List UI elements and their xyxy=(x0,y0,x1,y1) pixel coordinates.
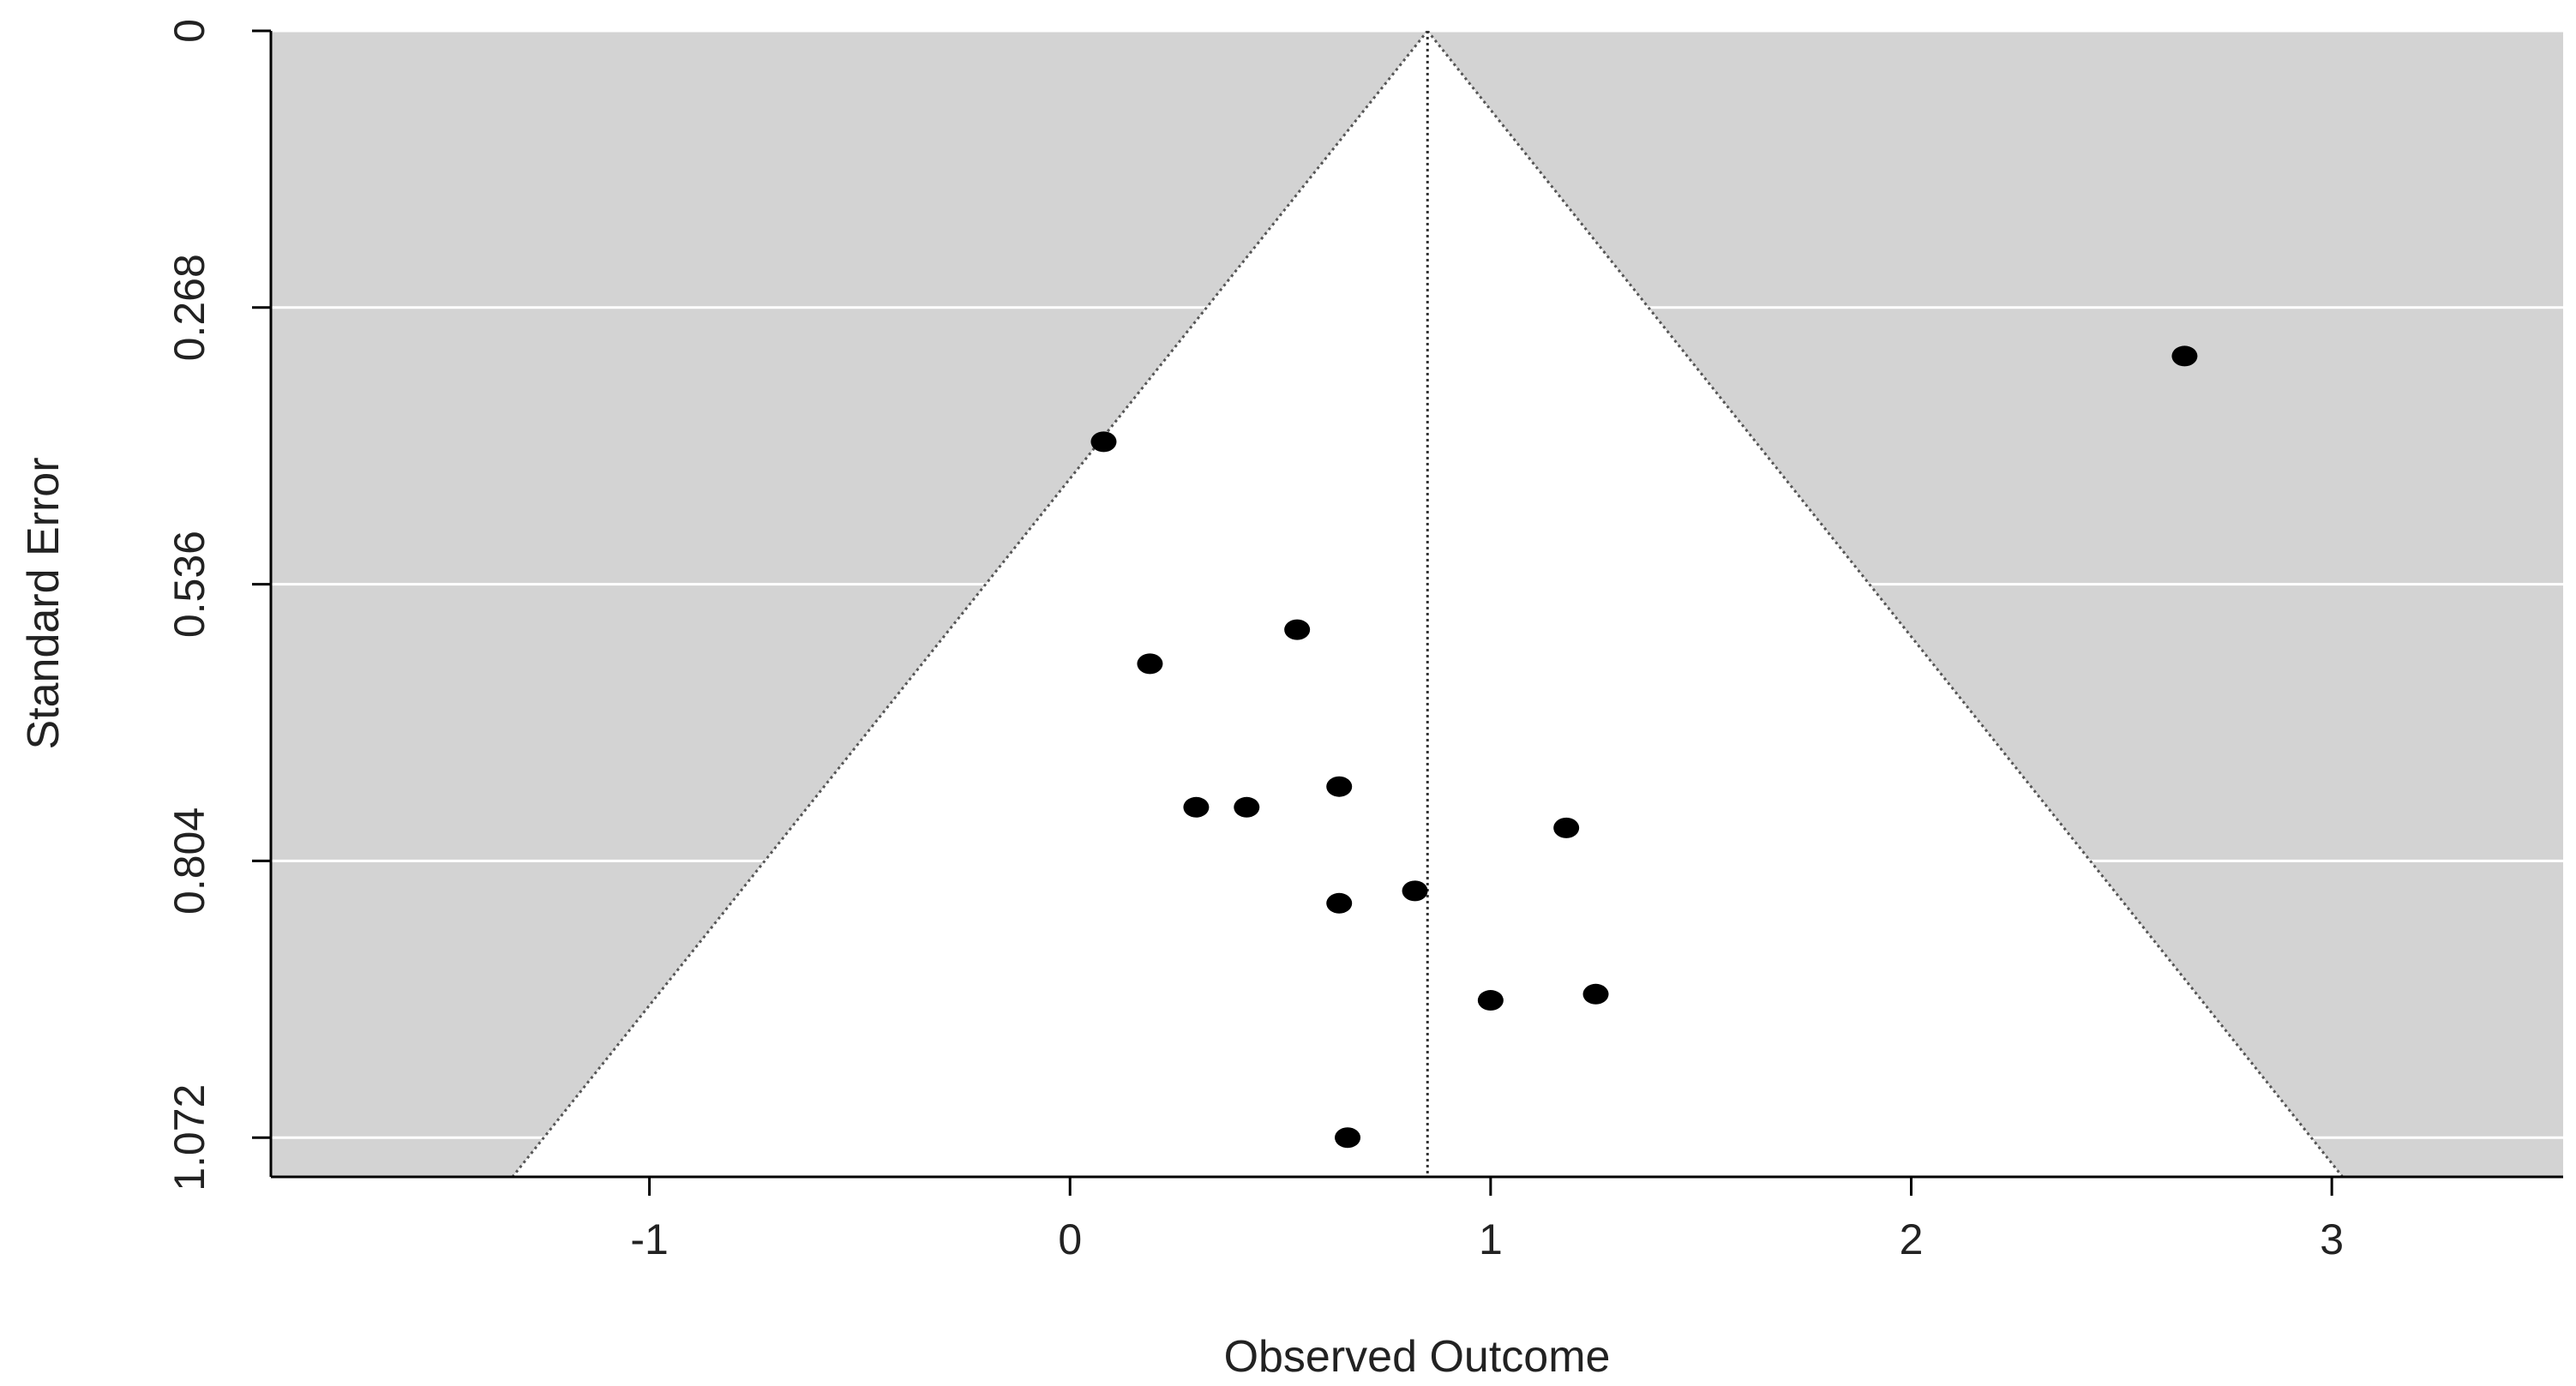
data-point xyxy=(1326,776,1353,797)
x-axis-ticks: -1 0 1 2 3 xyxy=(630,1177,2344,1263)
funnel-left-boundary xyxy=(511,31,1429,1177)
data-point xyxy=(1335,1127,1361,1149)
x-tick-label: -1 xyxy=(630,1215,668,1263)
y-tick-label: 0.536 xyxy=(165,531,213,638)
x-tick-label: 0 xyxy=(1058,1215,1082,1263)
y-tick-label: 0 xyxy=(165,19,213,43)
data-point xyxy=(2171,345,2198,367)
data-point xyxy=(1183,796,1210,818)
x-axis-title: Observed Outcome xyxy=(1224,1332,1611,1382)
y-axis-ticks: 0 0.268 0.536 0.804 1.072 xyxy=(165,19,271,1191)
y-tick-label: 1.072 xyxy=(165,1084,213,1191)
data-point xyxy=(1284,619,1311,640)
data-point xyxy=(1477,990,1504,1011)
funnel-right-boundary xyxy=(1426,31,2344,1177)
y-tick-label: 0.804 xyxy=(165,807,213,915)
data-point xyxy=(1553,817,1580,838)
x-tick-label: 2 xyxy=(1900,1215,1924,1263)
y-tick-label: 0.268 xyxy=(165,254,213,361)
funnel-region xyxy=(512,31,2343,1177)
data-point xyxy=(1090,431,1117,453)
data-points xyxy=(1090,345,2198,1149)
data-point xyxy=(1582,983,1609,1005)
x-tick-label: 3 xyxy=(2320,1215,2344,1263)
x-tick-label: 1 xyxy=(1479,1215,1503,1263)
y-axis-title: Standard Error xyxy=(19,457,69,749)
data-point xyxy=(1234,796,1260,818)
data-point xyxy=(1402,880,1428,902)
data-point xyxy=(1137,653,1163,675)
data-point xyxy=(1326,892,1353,914)
